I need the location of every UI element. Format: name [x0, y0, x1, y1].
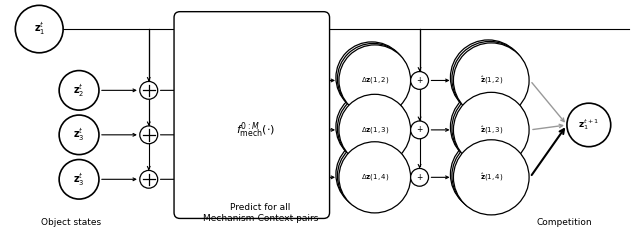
Circle shape: [411, 72, 429, 89]
Text: Object states: Object states: [41, 218, 101, 227]
Text: $f_{\mathrm{mech}}^{0:M}(\cdot)$: $f_{\mathrm{mech}}^{0:M}(\cdot)$: [236, 120, 275, 140]
Text: Predict for all
Mechanism-Context pairs: Predict for all Mechanism-Context pairs: [203, 203, 318, 223]
Text: $\mathbf{z}_1^t$: $\mathbf{z}_1^t$: [33, 21, 45, 37]
Circle shape: [337, 93, 409, 164]
Circle shape: [451, 89, 526, 164]
Circle shape: [453, 140, 529, 215]
FancyBboxPatch shape: [177, 14, 327, 216]
Circle shape: [336, 91, 408, 162]
Text: $\mathbf{z}_1^{t+1}$: $\mathbf{z}_1^{t+1}$: [579, 117, 599, 132]
Circle shape: [411, 121, 429, 139]
Circle shape: [451, 137, 526, 212]
Text: +: +: [417, 173, 423, 182]
Circle shape: [339, 142, 411, 213]
Text: $\hat{\mathbf{z}}(1,2)$: $\hat{\mathbf{z}}(1,2)$: [479, 75, 503, 86]
Text: $\Delta\mathbf{z}(1,4)$: $\Delta\mathbf{z}(1,4)$: [360, 172, 389, 182]
Text: $\mathbf{z}_2^t$: $\mathbf{z}_2^t$: [74, 82, 84, 99]
Circle shape: [452, 42, 527, 117]
Circle shape: [140, 170, 157, 188]
Circle shape: [337, 140, 409, 211]
FancyBboxPatch shape: [178, 15, 326, 215]
Circle shape: [336, 139, 408, 210]
Circle shape: [59, 115, 99, 155]
Circle shape: [339, 94, 411, 165]
Circle shape: [451, 40, 526, 115]
Circle shape: [452, 91, 527, 166]
Circle shape: [453, 92, 529, 168]
Circle shape: [59, 71, 99, 110]
Circle shape: [567, 103, 611, 147]
Text: Competition: Competition: [536, 218, 592, 227]
Circle shape: [337, 43, 409, 114]
Text: $\mathbf{z}_3^t$: $\mathbf{z}_3^t$: [73, 171, 85, 188]
Circle shape: [140, 81, 157, 99]
Circle shape: [15, 5, 63, 53]
Text: $\hat{\mathbf{z}}(1,4)$: $\hat{\mathbf{z}}(1,4)$: [479, 172, 503, 183]
Text: $\Delta\mathbf{z}(1,2)$: $\Delta\mathbf{z}(1,2)$: [360, 75, 389, 85]
Circle shape: [452, 138, 527, 213]
Circle shape: [411, 168, 429, 186]
Text: +: +: [417, 76, 423, 85]
Circle shape: [453, 43, 529, 118]
Text: $\mathbf{z}_3^t$: $\mathbf{z}_3^t$: [73, 126, 85, 143]
Circle shape: [339, 45, 411, 116]
Circle shape: [59, 160, 99, 199]
FancyBboxPatch shape: [174, 12, 330, 218]
Text: $\hat{\mathbf{z}}(1,3)$: $\hat{\mathbf{z}}(1,3)$: [479, 124, 503, 136]
Circle shape: [336, 42, 408, 113]
Text: +: +: [417, 125, 423, 134]
Circle shape: [140, 126, 157, 144]
Text: $\Delta\mathbf{z}(1,3)$: $\Delta\mathbf{z}(1,3)$: [360, 125, 389, 135]
FancyBboxPatch shape: [175, 13, 328, 217]
